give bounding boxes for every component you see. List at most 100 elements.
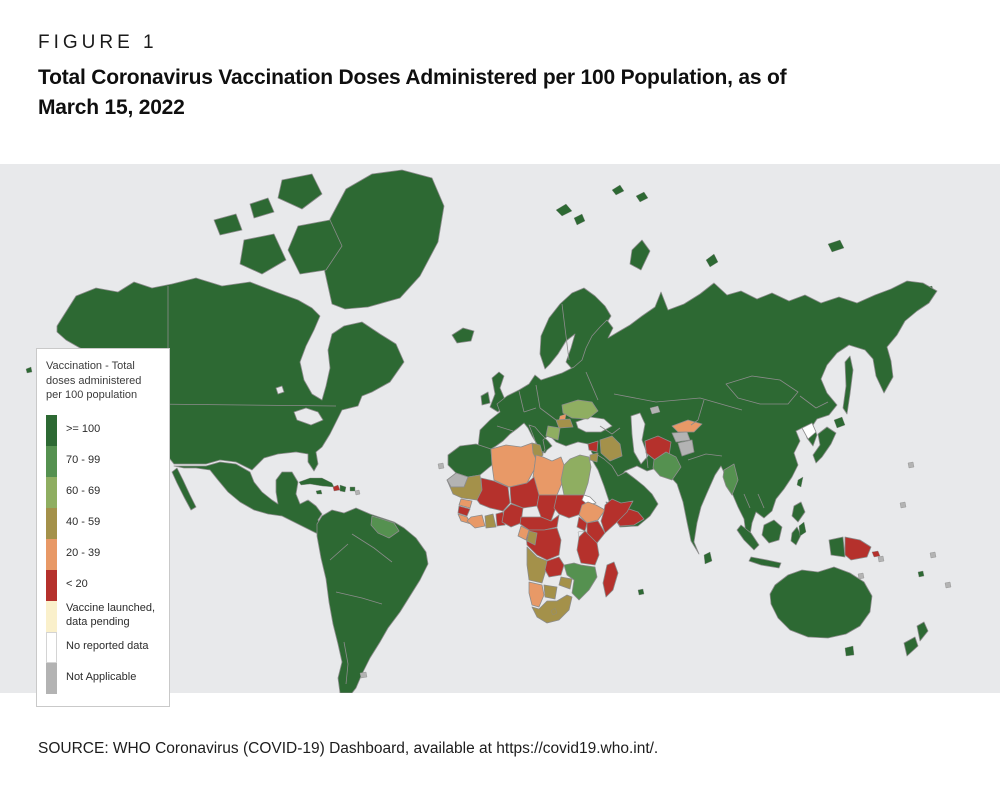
region-arctic-baffin [287, 219, 343, 275]
region-ireland [480, 391, 491, 406]
legend-item-label: Vaccine launched, data pending [66, 602, 156, 629]
region-tasmania [844, 645, 855, 657]
world-map-figure: Vaccination - Total doses administered p… [0, 164, 1000, 707]
region-japan-hokkaido [833, 416, 846, 429]
region-borneo [761, 519, 783, 544]
region-eurasia [477, 280, 938, 555]
region-jordan [589, 452, 599, 463]
region-west-papua [828, 536, 846, 558]
region-mindanao [798, 521, 807, 537]
region-franz-josef-2 [635, 191, 649, 203]
border-brazil-south [335, 591, 383, 605]
legend-items: >= 100 70 - 99 60 - 69 40 - 59 20 - 39 < 20 Va… [46, 414, 161, 694]
legend-item: >= 100 [46, 414, 161, 446]
legend-item: 60 - 69 [46, 476, 161, 508]
region-zimbabwe [558, 576, 573, 590]
region-ghana [484, 513, 497, 529]
region-taiwan [796, 476, 804, 488]
border-thailand [743, 493, 751, 509]
border-pyrenees [496, 425, 514, 432]
figure-header: FIGURE 1 Total Coronavirus Vaccination D… [38, 32, 958, 123]
region-new-siberian-islands [827, 239, 845, 253]
border-us-canada [149, 403, 337, 407]
region-franz-josef-1 [611, 184, 625, 196]
region-namibia [528, 581, 545, 608]
legend-item: 70 - 99 [46, 445, 161, 477]
figure-label: FIGURE 1 [38, 32, 158, 53]
region-guinea [457, 505, 471, 517]
legend-item: 20 - 39 [46, 538, 161, 570]
region-botswana [543, 584, 558, 600]
region-ethiopia [578, 501, 606, 524]
region-mozambique [563, 562, 598, 601]
border-iran-afghanistan [644, 440, 649, 469]
border-mongolia [725, 375, 799, 405]
region-papua-new-guinea [844, 536, 872, 561]
region-solomon-islands [871, 550, 881, 558]
region-arctic-small-1 [213, 213, 243, 236]
region-mali [476, 477, 511, 512]
region-baja-california [171, 467, 197, 511]
region-arctic-small-2 [249, 197, 275, 219]
region-aral-area [649, 405, 661, 415]
region-java [748, 556, 782, 569]
map-legend: Vaccination - Total doses administered p… [36, 348, 170, 707]
region-egypt [560, 454, 592, 496]
region-balkans [545, 425, 561, 441]
legend-item-label: 20 - 39 [66, 547, 101, 560]
figure-title: Total Coronavirus Vaccination Doses Admi… [38, 63, 938, 123]
region-greenland [321, 169, 445, 310]
region-sulawesi [790, 526, 802, 546]
region-congo [526, 530, 538, 546]
border-central-europe [539, 407, 557, 421]
region-australia [769, 566, 873, 639]
border-norway-sweden [561, 303, 570, 361]
legend-swatch [46, 662, 57, 694]
region-sri-lanka [703, 551, 713, 565]
legend-swatch [46, 476, 57, 508]
region-kashmir [677, 439, 695, 457]
legend-item: Not Applicable [46, 662, 161, 694]
border-kazakhstan-china [690, 399, 705, 426]
source-note: SOURCE: WHO Coronavirus (COVID-19) Dashb… [38, 740, 659, 757]
region-new-zealand-north [916, 621, 929, 642]
region-mauritius [637, 588, 645, 596]
border-argentina-chile [343, 641, 349, 685]
border-indochina [757, 493, 765, 509]
border-brazil-north [351, 533, 393, 563]
border-france-germany [518, 390, 525, 413]
border-himalaya [687, 453, 723, 461]
region-ukraine [561, 399, 599, 420]
legend-swatch [46, 631, 57, 663]
legend-swatch [46, 507, 57, 539]
region-aleutian-2 [25, 366, 33, 374]
region-arctic-ellesmere [277, 173, 323, 210]
region-tanzania [576, 530, 600, 566]
figure-title-line1: Total Coronavirus Vaccination Doses Admi… [38, 66, 787, 89]
region-south-africa [531, 594, 573, 624]
legend-item-label: < 20 [66, 578, 88, 591]
region-zambia [544, 556, 565, 578]
border-caucasus [599, 425, 621, 435]
legend-swatch [46, 538, 57, 570]
legend-item: < 20 [46, 569, 161, 601]
region-senegal [458, 498, 473, 509]
great-lakes [275, 385, 324, 426]
region-japan-honshu [812, 426, 837, 464]
legend-item-label: 70 - 99 [66, 454, 101, 467]
region-myanmar [722, 463, 739, 496]
region-iceland [451, 327, 475, 344]
legend-swatch [46, 569, 57, 601]
region-iraq [599, 435, 623, 462]
region-arctic-victoria [239, 233, 287, 275]
region-cameroon-car [519, 514, 560, 531]
region-sumatra [736, 524, 760, 551]
caspian-sea [630, 412, 649, 465]
region-guyanas [370, 515, 400, 539]
legend-item-label: Not Applicable [66, 671, 137, 684]
region-severnaya-zemlya [705, 253, 719, 268]
region-arabia [591, 453, 659, 528]
legend-swatch [46, 414, 57, 446]
region-madagascar [602, 561, 619, 598]
region-pakistan [652, 451, 682, 481]
